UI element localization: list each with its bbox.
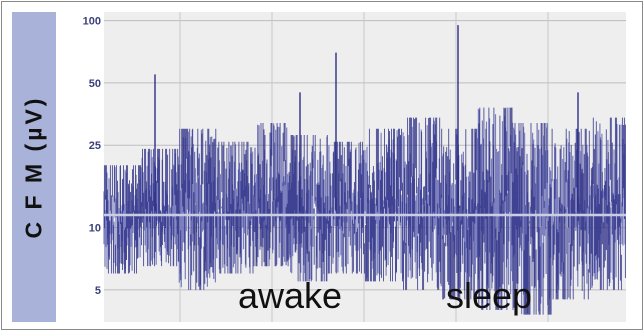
- trace-line: [103, 107, 626, 315]
- annotation-sleep: sleep: [446, 275, 532, 316]
- y-tick-labels: 5 10 25 50 100: [83, 16, 101, 297]
- y-tick-label-0: 5: [95, 285, 101, 297]
- y-axis-label-panel: [12, 12, 56, 322]
- annotation-awake: awake: [238, 275, 342, 316]
- y-tick-label-4: 100: [83, 16, 101, 28]
- trace-group: [103, 25, 626, 315]
- y-tick-label-3: 50: [89, 78, 101, 90]
- y-tick-label-1: 10: [89, 223, 101, 235]
- y-tick-label-2: 25: [89, 140, 101, 152]
